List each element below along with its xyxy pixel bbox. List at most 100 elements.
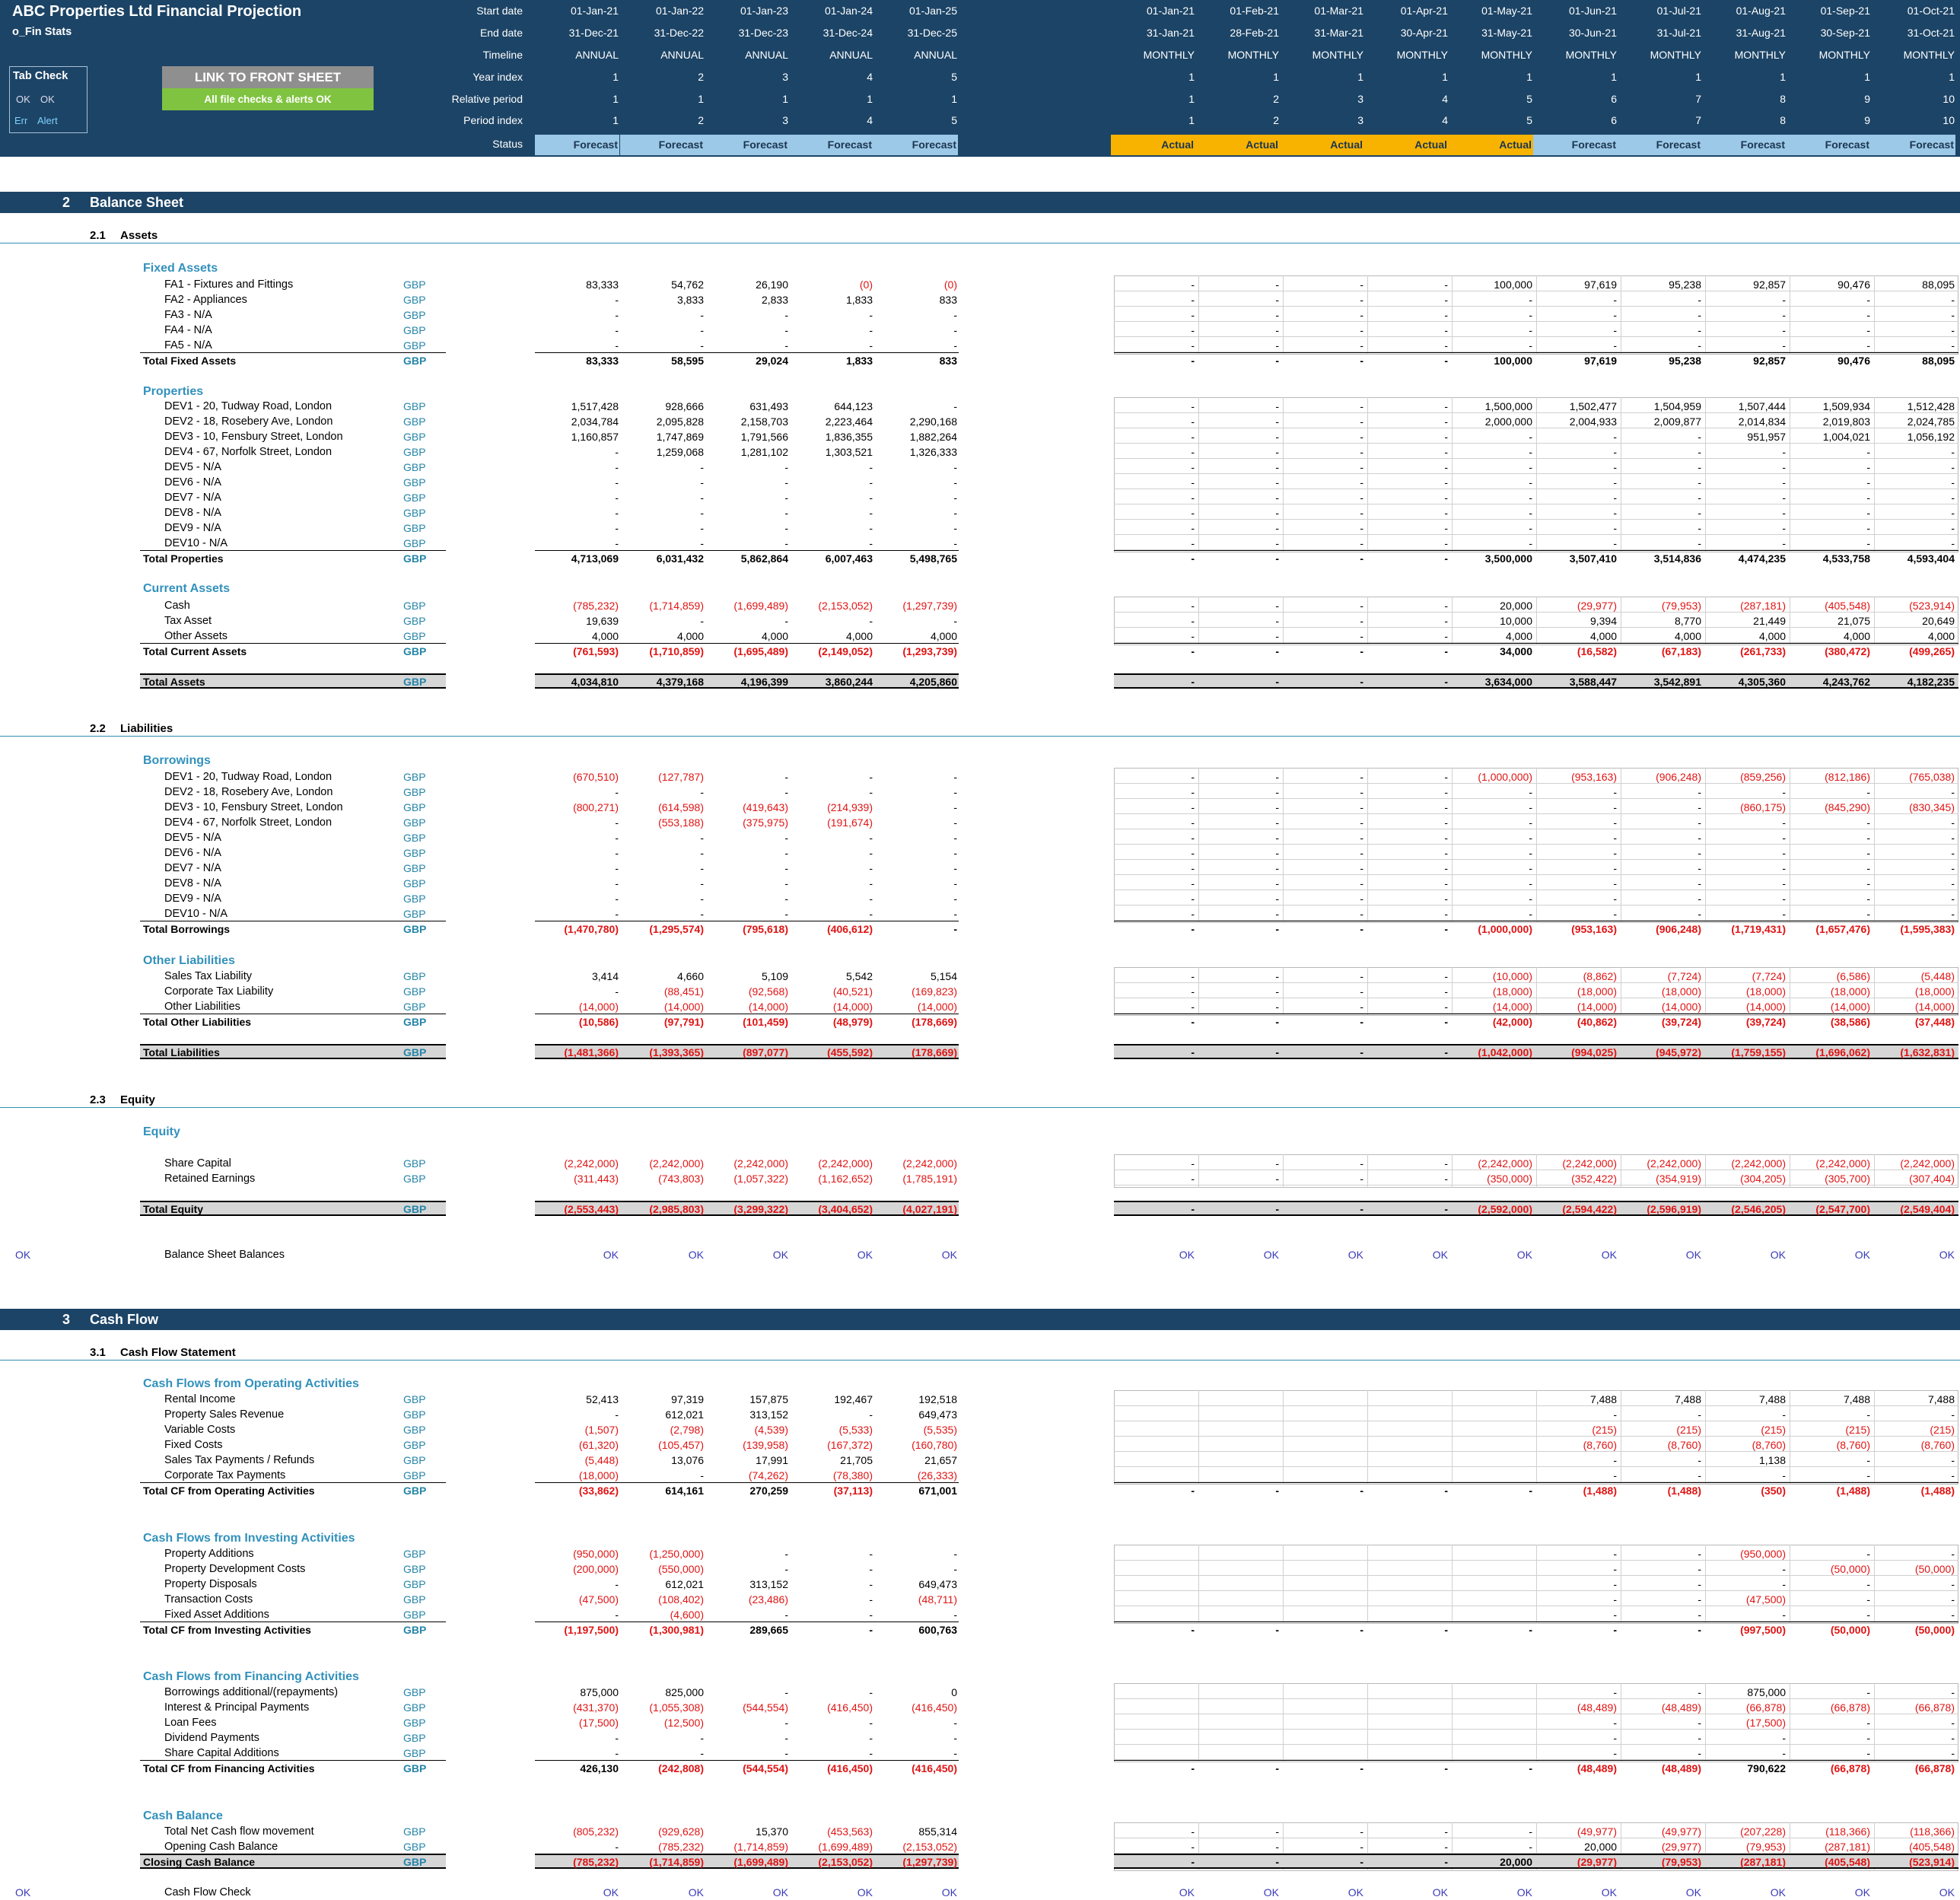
monthly-value: -	[1951, 476, 1955, 489]
monthly-value: 1,507,444	[1738, 400, 1786, 412]
annual-value: -	[953, 847, 957, 859]
annual-value: 97,319	[671, 1393, 704, 1405]
annual-value: (17,500)	[578, 1717, 619, 1729]
monthly-start: 01-Sep-21	[1820, 5, 1870, 17]
annual-value: (242,808)	[658, 1762, 704, 1774]
annual-value: 5,109	[761, 970, 788, 982]
monthly-value: -	[1360, 294, 1363, 306]
annual-value: (92,568)	[748, 985, 788, 998]
subsection-number: 2.2	[90, 722, 106, 735]
monthly-value: -	[1951, 847, 1955, 859]
annual-value: -	[700, 847, 704, 859]
status-cell: Actual	[1195, 135, 1280, 155]
monthly-value: (29,977)	[1661, 1841, 1701, 1853]
monthly-value: (2,596,919)	[1647, 1203, 1701, 1215]
total-rule	[140, 352, 446, 353]
subsection-header: 3.1 Cash Flow Statement	[0, 1344, 1960, 1361]
monthly-value: -	[1275, 1173, 1279, 1185]
annual-value: (1,699,489)	[733, 1856, 788, 1868]
grid-line	[1114, 1013, 1958, 1014]
annual-value: 4,713,069	[571, 552, 619, 565]
monthly-value: -	[1444, 278, 1448, 291]
monthly-value: 4,000	[1758, 630, 1786, 642]
annual-value: (97,791)	[663, 1016, 704, 1028]
annual-value: -	[869, 1548, 873, 1560]
grid-line	[1367, 1683, 1368, 1762]
annual-value: 5,862,864	[740, 552, 788, 565]
annual-value: 4,034,810	[571, 676, 619, 688]
monthly-value: -	[1698, 832, 1701, 844]
monthly-value: -	[1529, 507, 1532, 519]
monthly-value: -	[1360, 1762, 1363, 1774]
annual-value: 2,034,784	[571, 415, 619, 428]
annual-value: -	[869, 1593, 873, 1606]
monthly-value: (1,759,155)	[1731, 1046, 1786, 1058]
monthly-value: -	[1866, 877, 1870, 890]
file-checks-status-button[interactable]: All file checks & alerts OK	[162, 88, 374, 110]
monthly-value: -	[1444, 1762, 1448, 1774]
monthly-value: OK	[1432, 1249, 1448, 1261]
check-status-left: OK	[15, 1886, 31, 1898]
total-row-band	[1114, 1044, 1958, 1059]
annual-value: (5,535)	[923, 1424, 957, 1436]
monthly-value: -	[1275, 1046, 1279, 1058]
annual-year_index: 1	[612, 71, 619, 83]
monthly-end: 30-Apr-21	[1400, 27, 1448, 39]
monthly-value: (1,657,476)	[1815, 923, 1870, 935]
monthly-value: -	[1444, 522, 1448, 534]
monthly-value: -	[1275, 832, 1279, 844]
row-label: FA4 - N/A	[164, 324, 212, 336]
grid-line	[1283, 1683, 1284, 1762]
monthly-value: -	[1191, 801, 1195, 813]
monthly-value: -	[1444, 461, 1448, 473]
grid-line	[1874, 1822, 1875, 1871]
annual-relative: 1	[698, 93, 704, 105]
header-band: ABC Properties Ltd Financial Projection …	[0, 0, 1960, 157]
monthly-period: 8	[1780, 114, 1786, 126]
link-front-sheet-button[interactable]: LINK TO FRONT SHEET	[162, 66, 374, 88]
row-label: Sales Tax Payments / Refunds	[164, 1454, 315, 1466]
annual-value: (108,402)	[658, 1593, 704, 1606]
status-cell: Forecast	[1871, 135, 1955, 155]
currency-label: GBP	[403, 1203, 427, 1215]
currency-label: GBP	[403, 893, 426, 905]
monthly-value: OK	[1854, 1249, 1870, 1261]
monthly-value: -	[1275, 294, 1279, 306]
monthly-value: -	[1360, 476, 1363, 489]
monthly-value: -	[1951, 816, 1955, 829]
monthly-value: -	[1698, 1686, 1701, 1698]
annual-value: (1,293,739)	[902, 645, 957, 657]
annual-value: 4,205,860	[909, 676, 957, 688]
group-heading: Cash Flows from Operating Activities	[143, 1377, 359, 1390]
monthly-value: -	[1444, 832, 1448, 844]
annual-value: (544,554)	[743, 1701, 788, 1714]
monthly-value: -	[1275, 1624, 1279, 1636]
monthly-value: -	[1444, 324, 1448, 336]
annual-value: 833	[939, 355, 957, 367]
grid-line	[1114, 534, 1958, 535]
annual-value: 2,833	[761, 294, 788, 306]
annual-value: (785,232)	[573, 600, 619, 612]
grid-line	[1114, 1744, 1958, 1745]
monthly-value: (2,549,404)	[1900, 1203, 1955, 1215]
row-label: Total Properties	[143, 552, 224, 565]
annual-value: -	[953, 522, 957, 534]
monthly-value: (18,000)	[1745, 985, 1786, 998]
monthly-relative: 5	[1526, 93, 1532, 105]
monthly-value: -	[1613, 908, 1617, 920]
monthly-value: (39,724)	[1661, 1016, 1701, 1028]
annual-value: (1,470,780)	[564, 923, 619, 935]
monthly-period: 4	[1442, 114, 1448, 126]
monthly-value: (860,175)	[1740, 801, 1786, 813]
monthly-value: -	[1275, 552, 1279, 565]
monthly-value: (48,489)	[1577, 1701, 1617, 1714]
annual-value: OK	[603, 1886, 619, 1898]
annual-value: (795,618)	[743, 923, 788, 935]
monthly-value: -	[1360, 630, 1363, 642]
total-rule	[535, 550, 959, 551]
annual-value: OK	[857, 1886, 873, 1898]
monthly-value: -	[1360, 309, 1363, 321]
annual-timeline: ANNUAL	[745, 49, 788, 61]
annual-value: (33,862)	[578, 1485, 619, 1497]
section-title: Cash Flow	[90, 1312, 159, 1327]
